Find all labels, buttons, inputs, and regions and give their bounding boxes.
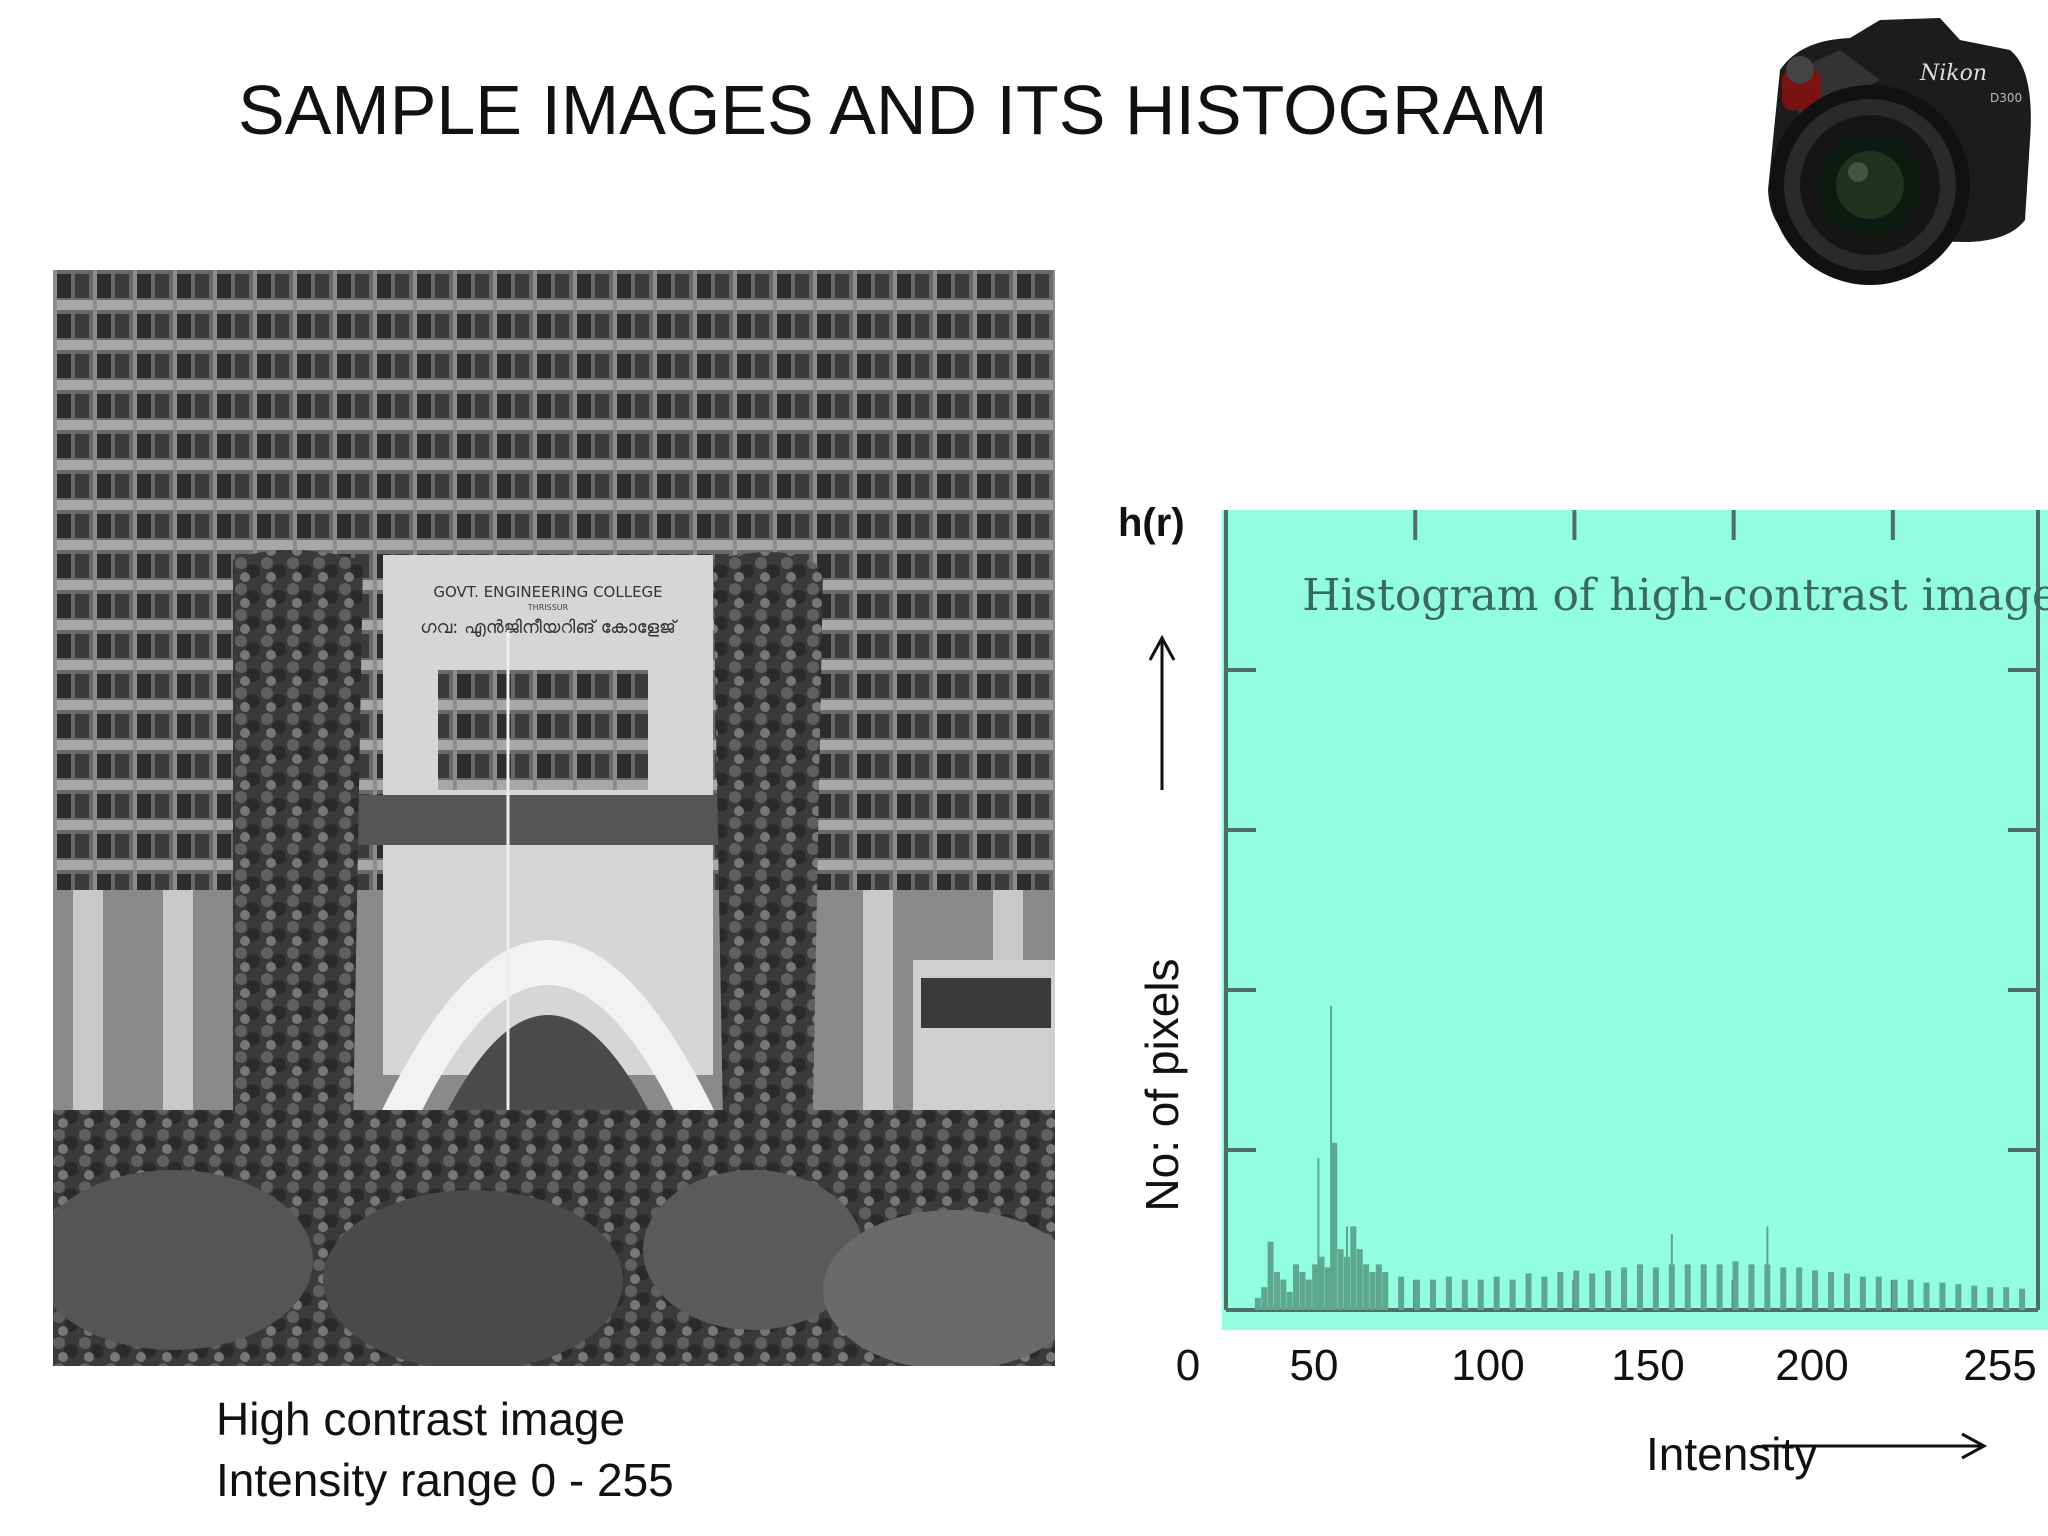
x-axis-label: Intensity	[1646, 1428, 1817, 1480]
x-axis-arrow	[1762, 1432, 1988, 1460]
camera-model: D300	[1990, 91, 2022, 105]
image-caption: High contrast image	[216, 1393, 626, 1445]
histogram-bar	[1429, 1279, 1436, 1310]
histogram-bar	[1509, 1279, 1516, 1310]
histogram-bar	[1477, 1279, 1484, 1310]
histogram-bar	[1939, 1282, 1946, 1310]
histogram-bar	[1987, 1287, 1994, 1310]
histogram-bar	[1299, 1272, 1306, 1310]
histogram-bar	[1493, 1276, 1500, 1310]
camera-brand: Nikon	[1919, 61, 1987, 86]
histogram-bar	[1859, 1276, 1866, 1310]
histogram-bar	[1312, 1264, 1319, 1310]
histogram-bar	[1398, 1276, 1405, 1310]
photo-sign-line3: THRISSUR	[527, 603, 569, 612]
x-tick-labels: 0 50 100 150 200 255	[1176, 1341, 2037, 1390]
histogram-bar	[1363, 1264, 1370, 1310]
histogram-bar	[1621, 1267, 1628, 1310]
histogram-bar	[1955, 1284, 1962, 1310]
slide-title: SAMPLE IMAGES AND ITS HISTOGRAM	[238, 71, 1548, 149]
histogram-bar	[1589, 1273, 1596, 1310]
histogram-bar	[1875, 1276, 1882, 1310]
chart-title: Histogram of high-contrast image	[1302, 570, 2048, 621]
histogram-bar	[1716, 1264, 1723, 1310]
histogram-bar	[1748, 1264, 1755, 1310]
histogram-bar	[1684, 1264, 1691, 1310]
histogram-bar	[1525, 1273, 1532, 1310]
y-axis-arrow	[1148, 634, 1176, 790]
y-label-short: h(r)	[1118, 501, 1185, 545]
histogram-bar	[1337, 1249, 1344, 1310]
y-axis-label: No: of pixels	[1136, 958, 1188, 1211]
histogram-bar	[1369, 1272, 1376, 1310]
x-tick-label: 150	[1611, 1341, 1684, 1390]
x-tick-label: 255	[1963, 1341, 2036, 1390]
building-photo: GOVT. ENGINEERING COLLEGE THRISSUR ഗവ: എ…	[53, 270, 1055, 1366]
histogram-bar	[1286, 1291, 1293, 1310]
histogram-bar	[1461, 1279, 1468, 1310]
histogram-bar	[1923, 1282, 1930, 1310]
histogram-bar	[1318, 1256, 1325, 1310]
histogram-bar	[1780, 1267, 1787, 1310]
histogram-bar	[1557, 1272, 1564, 1310]
histogram-bar	[1573, 1270, 1580, 1310]
x-tick-label: 50	[1290, 1341, 1339, 1390]
plot-background	[1222, 510, 2048, 1330]
histogram-bar	[1843, 1273, 1850, 1310]
intensity-range-caption: Intensity range 0 - 255	[216, 1454, 674, 1506]
histogram-bar	[1971, 1285, 1978, 1310]
histogram-bar	[1541, 1276, 1548, 1310]
histogram-bar	[1414, 1279, 1421, 1310]
histogram-bar	[1331, 1142, 1338, 1310]
histogram-bar	[1812, 1270, 1819, 1310]
histogram-bar	[1732, 1261, 1739, 1310]
histogram-bar	[1261, 1287, 1268, 1310]
histogram-bar	[1305, 1279, 1312, 1310]
histogram-bars	[1254, 1006, 2026, 1310]
histogram-bar	[1267, 1241, 1274, 1310]
histogram-bar	[1636, 1264, 1643, 1310]
histogram-bar	[1445, 1276, 1452, 1310]
x-tick-label: 200	[1775, 1341, 1848, 1390]
photo-sign-line2: ഗവ: എന്‍ജിനീയറിങ് കോളേജ്	[420, 617, 678, 638]
histogram-bar	[1375, 1264, 1382, 1310]
camera-icon: Nikon D300	[1768, 18, 2031, 285]
histogram-bar	[1700, 1264, 1707, 1310]
histogram-chart: Histogram of high-contrast image h(r) No…	[1118, 501, 2048, 1480]
histogram-bar	[2003, 1287, 2010, 1310]
histogram-bar	[1324, 1267, 1331, 1310]
x-tick-label: 100	[1451, 1341, 1524, 1390]
histogram-bar	[1907, 1279, 1914, 1310]
histogram-bar	[1652, 1267, 1659, 1310]
histogram-bar	[1891, 1279, 1898, 1310]
histogram-bar	[1254, 1297, 1261, 1310]
histogram-bar	[1382, 1272, 1389, 1310]
photo-sign-line1: GOVT. ENGINEERING COLLEGE	[433, 583, 662, 601]
x-tick-label: 0	[1176, 1341, 1200, 1390]
histogram-bar	[1273, 1272, 1280, 1310]
histogram-bar	[1828, 1272, 1835, 1310]
histogram-bar	[2019, 1288, 2026, 1310]
histogram-bar	[1280, 1279, 1287, 1310]
histogram-bar	[1350, 1226, 1357, 1310]
histogram-bar	[1796, 1267, 1803, 1310]
histogram-bar	[1356, 1249, 1363, 1310]
histogram-bar	[1605, 1270, 1612, 1310]
histogram-bar	[1293, 1264, 1300, 1310]
